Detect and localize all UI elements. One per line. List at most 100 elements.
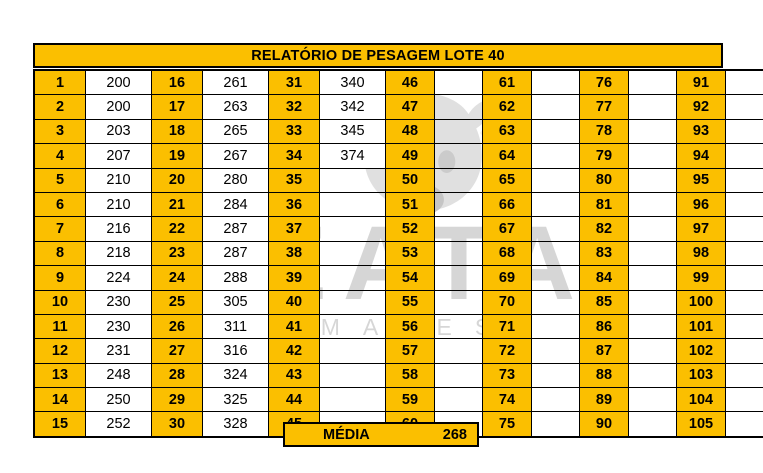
weight-cell (434, 362, 483, 389)
weight-cell (628, 387, 677, 413)
weight-cell (434, 118, 483, 145)
weight-cell (628, 265, 677, 291)
weight-cell (725, 289, 763, 315)
weight-cell (319, 240, 386, 267)
weight-cell (434, 240, 483, 267)
animal-number-cell: 78 (579, 118, 629, 145)
table-row: 14 250 29 325 44 59 74 89 104 (33, 387, 763, 413)
animal-number-cell: 98 (676, 240, 726, 267)
animal-number-cell: 36 (268, 191, 320, 218)
weight-cell: 325 (202, 387, 269, 413)
table-body: 1 200 16 261 31 340 46 61 76 91 2 200 17 263 32 342 47 62… (33, 69, 763, 438)
weight-cell (531, 387, 580, 413)
table-row: 6 210 21 284 36 51 66 81 96 (33, 191, 763, 218)
animal-number-cell: 72 (482, 338, 532, 364)
weight-cell: 280 (202, 167, 269, 193)
animal-number-cell: 17 (151, 94, 203, 120)
page-title: RELATÓRIO DE PESAGEM LOTE 40 (251, 47, 505, 64)
animal-number-cell: 80 (579, 167, 629, 193)
weight-cell (434, 191, 483, 218)
animal-number-cell: 86 (579, 313, 629, 340)
weight-cell (531, 289, 580, 315)
animal-number-cell: 56 (385, 313, 435, 340)
animal-number-cell: 64 (482, 143, 532, 169)
weight-cell (434, 265, 483, 291)
animal-number-cell: 23 (151, 240, 203, 267)
animal-number-cell: 99 (676, 265, 726, 291)
animal-number-cell: 18 (151, 118, 203, 145)
weight-cell: 216 (85, 216, 152, 242)
weight-cell (725, 69, 763, 96)
animal-number-cell: 75 (482, 411, 532, 438)
weight-cell (725, 240, 763, 267)
animal-number-cell: 49 (385, 143, 435, 169)
animal-number-cell: 20 (151, 167, 203, 193)
animal-number-cell: 35 (268, 167, 320, 193)
weight-cell (531, 411, 580, 438)
animal-number-cell: 79 (579, 143, 629, 169)
weight-cell (531, 118, 580, 145)
animal-number-cell: 68 (482, 240, 532, 267)
animal-number-cell: 26 (151, 313, 203, 340)
animal-number-cell: 43 (268, 362, 320, 389)
animal-number-cell: 4 (33, 143, 86, 169)
weight-cell (725, 338, 763, 364)
animal-number-cell: 104 (676, 387, 726, 413)
weight-cell: 210 (85, 167, 152, 193)
animal-number-cell: 22 (151, 216, 203, 242)
weight-cell (531, 191, 580, 218)
weight-cell (725, 411, 763, 438)
weight-cell: 265 (202, 118, 269, 145)
weight-cell (628, 313, 677, 340)
animal-number-cell: 31 (268, 69, 320, 96)
weight-cell (531, 69, 580, 96)
weight-cell (725, 167, 763, 193)
weight-cell: 316 (202, 338, 269, 364)
animal-number-cell: 85 (579, 289, 629, 315)
animal-number-cell: 94 (676, 143, 726, 169)
weight-cell (725, 143, 763, 169)
weight-cell (434, 338, 483, 364)
table-row: 4 207 19 267 34 374 49 64 79 94 (33, 143, 763, 169)
animal-number-cell: 61 (482, 69, 532, 96)
table-row: 3 203 18 265 33 345 48 63 78 93 (33, 118, 763, 145)
table-row: 8 218 23 287 38 53 68 83 98 (33, 240, 763, 267)
animal-number-cell: 38 (268, 240, 320, 267)
animal-number-cell: 53 (385, 240, 435, 267)
animal-number-cell: 82 (579, 216, 629, 242)
weight-cell (628, 143, 677, 169)
weight-cell (434, 387, 483, 413)
weight-cell: 287 (202, 216, 269, 242)
weight-cell (319, 338, 386, 364)
weight-cell (725, 387, 763, 413)
average-value: 268 (442, 426, 467, 443)
table-row: 5 210 20 280 35 50 65 80 95 (33, 167, 763, 193)
animal-number-cell: 28 (151, 362, 203, 389)
weight-cell (319, 216, 386, 242)
animal-number-cell: 91 (676, 69, 726, 96)
report-title-bar: RELATÓRIO DE PESAGEM LOTE 40 (33, 43, 723, 68)
weight-cell (531, 216, 580, 242)
weight-cell: 218 (85, 240, 152, 267)
table-row: 152523032845607590105 (33, 411, 763, 438)
animal-number-cell: 54 (385, 265, 435, 291)
animal-number-cell: 41 (268, 313, 320, 340)
weight-cell: 374 (319, 143, 386, 169)
table-row: 1 200 16 261 31 340 46 61 76 91 (33, 69, 763, 96)
weight-cell (531, 143, 580, 169)
animal-number-cell: 59 (385, 387, 435, 413)
animal-number-cell: 55 (385, 289, 435, 315)
average-label: MÉDIA (323, 426, 370, 443)
animal-number-cell: 29 (151, 387, 203, 413)
average-box: MÉDIA 268 (283, 422, 479, 447)
weight-cell: 305 (202, 289, 269, 315)
animal-number-cell: 105 (676, 411, 726, 438)
animal-number-cell: 97 (676, 216, 726, 242)
animal-number-cell: 11 (33, 313, 86, 340)
table-row: 12 231 27 316 42 57 72 87 102 (33, 338, 763, 364)
weight-cell: 345 (319, 118, 386, 145)
animal-number-cell: 5 (33, 167, 86, 193)
animal-number-cell: 50 (385, 167, 435, 193)
animal-number-cell: 103 (676, 362, 726, 389)
